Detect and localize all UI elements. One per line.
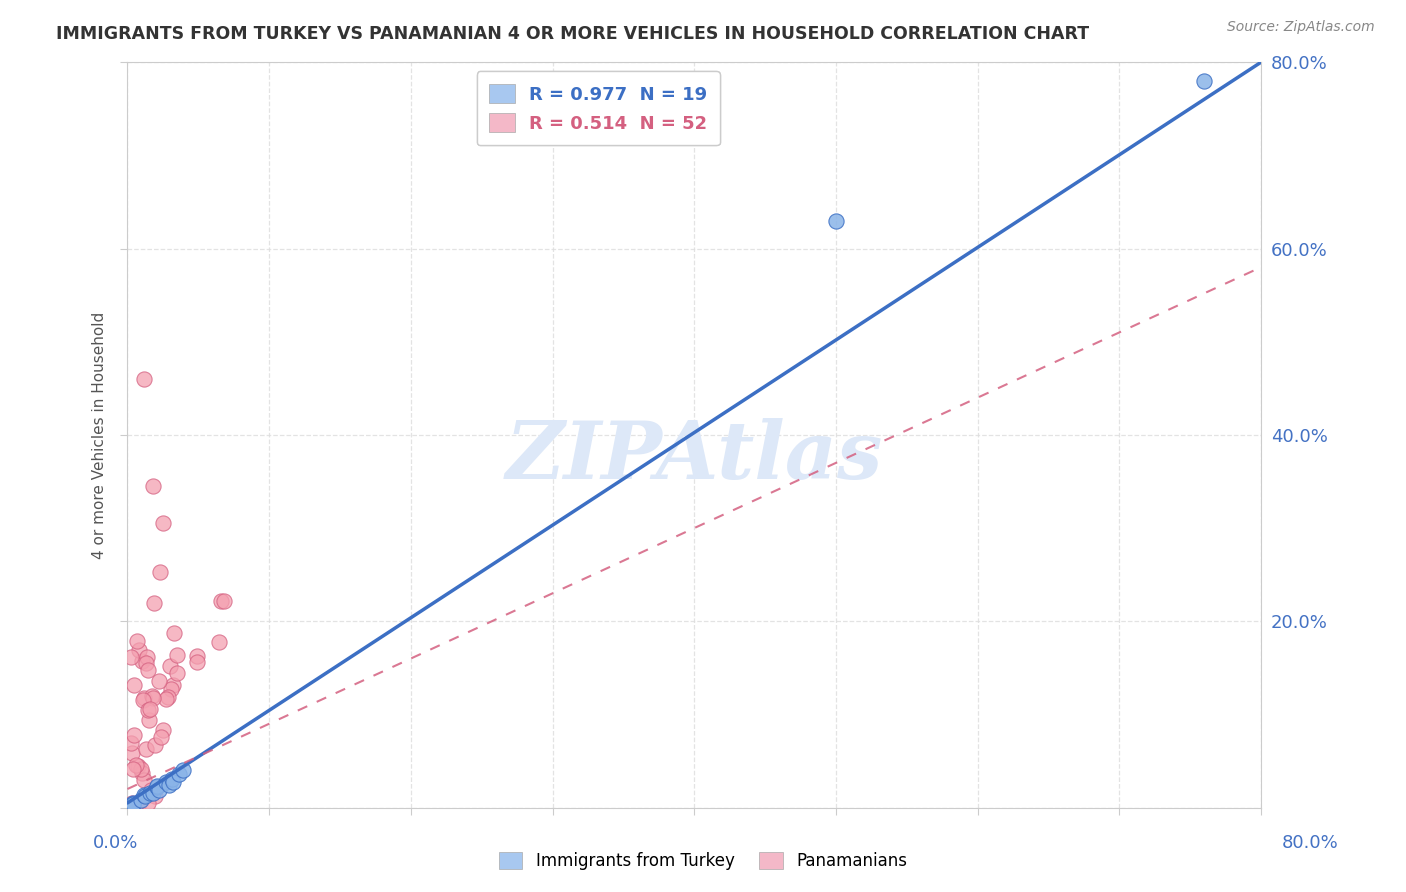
Point xyxy=(141,689,163,703)
Point xyxy=(142,786,165,800)
Point xyxy=(172,764,194,778)
Point xyxy=(121,762,143,776)
Text: Source: ZipAtlas.com: Source: ZipAtlas.com xyxy=(1227,20,1375,34)
Point xyxy=(139,786,162,800)
Point xyxy=(166,666,188,681)
Point xyxy=(135,656,157,670)
Point xyxy=(132,773,155,788)
Point xyxy=(143,789,166,803)
Point xyxy=(138,703,160,717)
Point xyxy=(121,746,143,760)
Point xyxy=(131,653,153,667)
Text: IMMIGRANTS FROM TURKEY VS PANAMANIAN 4 OR MORE VEHICLES IN HOUSEHOLD CORRELATION: IMMIGRANTS FROM TURKEY VS PANAMANIAN 4 O… xyxy=(56,25,1090,43)
Point xyxy=(142,691,165,706)
Point xyxy=(131,765,153,780)
Point xyxy=(122,728,145,742)
Point xyxy=(155,691,177,706)
Point xyxy=(143,596,166,610)
Point xyxy=(125,634,148,648)
Point xyxy=(138,713,160,727)
Point xyxy=(143,738,166,752)
Point xyxy=(157,778,180,792)
Point xyxy=(125,757,148,772)
Point xyxy=(120,650,142,665)
Point xyxy=(156,690,179,705)
Point xyxy=(166,648,188,663)
Point xyxy=(122,797,145,811)
Point xyxy=(122,797,145,812)
Point xyxy=(159,681,181,696)
Point xyxy=(152,516,174,531)
Point xyxy=(129,762,152,776)
Point xyxy=(214,594,236,608)
Point xyxy=(122,678,145,692)
Point xyxy=(121,796,143,810)
Point xyxy=(148,782,170,797)
Point xyxy=(120,735,142,749)
Point xyxy=(145,780,167,794)
Point xyxy=(135,742,157,756)
Point xyxy=(159,659,181,673)
Point xyxy=(132,693,155,707)
Point xyxy=(186,655,208,669)
Text: ZIPAtlas: ZIPAtlas xyxy=(506,418,883,496)
Point xyxy=(186,648,208,663)
Point xyxy=(209,594,232,608)
Point xyxy=(135,649,157,664)
Point xyxy=(129,792,152,806)
Point xyxy=(139,702,162,716)
Point xyxy=(160,772,183,786)
Legend: Immigrants from Turkey, Panamanians: Immigrants from Turkey, Panamanians xyxy=(492,845,914,877)
Point xyxy=(128,796,150,810)
Point xyxy=(162,774,184,789)
Point xyxy=(208,635,231,649)
Point xyxy=(148,673,170,688)
Point xyxy=(134,789,156,803)
Point xyxy=(155,775,177,789)
Point xyxy=(163,626,186,640)
Point xyxy=(128,642,150,657)
Point xyxy=(136,663,159,677)
Text: 0.0%: 0.0% xyxy=(93,834,138,852)
Point xyxy=(132,789,155,803)
Point xyxy=(121,796,143,810)
Point xyxy=(167,767,190,781)
Point xyxy=(127,759,149,773)
Point xyxy=(149,731,172,745)
Point xyxy=(141,783,163,797)
Point xyxy=(1194,74,1216,88)
Point xyxy=(162,678,184,692)
Y-axis label: 4 or more Vehicles in Household: 4 or more Vehicles in Household xyxy=(93,311,107,558)
Text: 80.0%: 80.0% xyxy=(1282,834,1339,852)
Point xyxy=(825,213,848,227)
Point xyxy=(142,479,165,493)
Legend: R = 0.977  N = 19, R = 0.514  N = 52: R = 0.977 N = 19, R = 0.514 N = 52 xyxy=(477,71,720,145)
Point xyxy=(132,691,155,706)
Point xyxy=(136,796,159,810)
Point xyxy=(152,723,174,738)
Point xyxy=(145,779,167,793)
Point xyxy=(149,565,172,579)
Point xyxy=(134,372,156,386)
